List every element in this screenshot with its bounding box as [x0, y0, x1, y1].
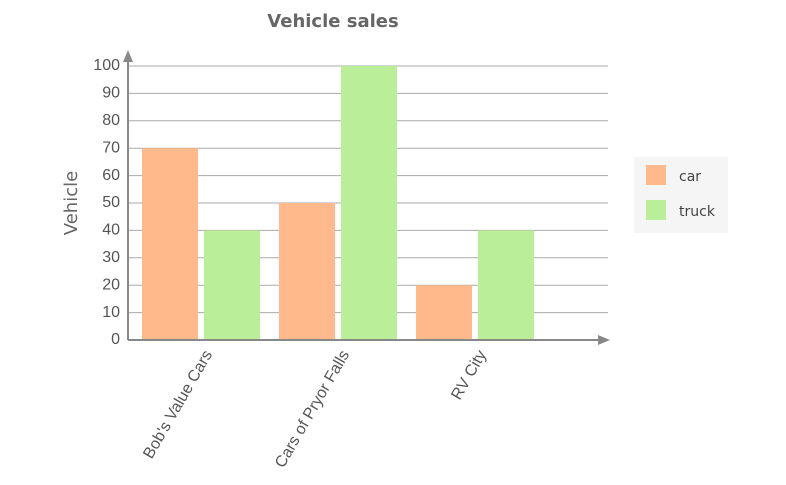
bar: [341, 66, 397, 340]
x-axis-arrow: [598, 335, 610, 345]
y-tick-label: 20: [102, 276, 120, 293]
x-tick-label: RV City: [448, 348, 490, 403]
y-tick-label: 30: [102, 249, 120, 266]
y-tick-label: 60: [102, 167, 120, 184]
x-tick-label: Cars of Pryor Falls: [272, 348, 353, 471]
legend-swatch: [646, 165, 666, 185]
y-tick-label: 70: [102, 139, 120, 156]
bar: [416, 285, 472, 340]
y-axis-arrow: [123, 50, 133, 62]
y-tick-label: 0: [111, 331, 120, 348]
bar: [478, 230, 534, 340]
legend-label: car: [679, 169, 701, 185]
y-tick-label: 50: [102, 194, 120, 211]
y-tick-label: 80: [102, 112, 120, 129]
y-tick-label: 40: [102, 222, 120, 239]
y-tick-label: 90: [102, 85, 120, 102]
legend-label: truck: [679, 204, 716, 220]
bar: [142, 148, 198, 340]
bar: [204, 230, 260, 340]
legend-swatch: [646, 200, 666, 220]
bar: [279, 203, 335, 340]
y-tick-label: 100: [93, 57, 120, 74]
chart-title: Vehicle sales: [267, 11, 398, 32]
x-tick-label: Bob's Value Cars: [140, 348, 216, 462]
y-axis-label: Vehicle: [61, 171, 82, 235]
y-tick-label: 10: [102, 304, 120, 321]
